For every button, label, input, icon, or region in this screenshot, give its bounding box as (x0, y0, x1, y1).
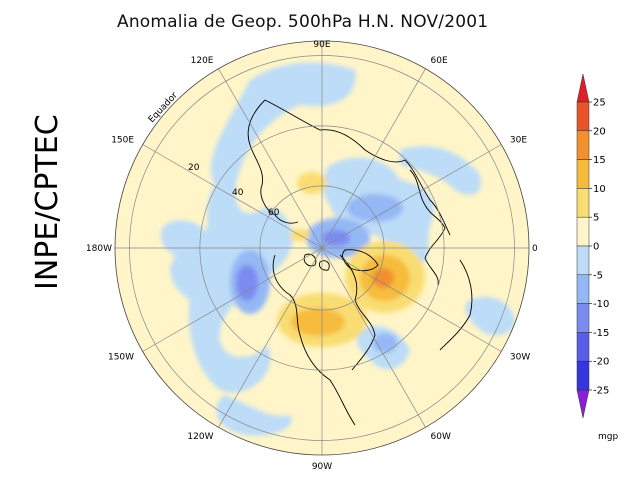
colorbar-tick-label: 15 (593, 155, 606, 166)
map-title: Anomalia de Geop. 500hPa H.N. NOV/2001 (117, 12, 489, 32)
meridian-line (321, 144, 502, 249)
longitude-label: 30E (510, 136, 527, 146)
colorbar-segment (576, 130, 590, 160)
colorbar-tick-label: 25 (593, 98, 606, 109)
longitude-label: 90W (312, 462, 332, 472)
negative-anomaly-pacific-strong (236, 265, 258, 301)
coastline-asia-east (247, 99, 299, 224)
coastline-africa (439, 259, 473, 351)
colorbar-tick-label: -20 (593, 357, 609, 368)
colorbar-tick-label: 10 (593, 184, 606, 195)
latitude-label: 60 (268, 208, 280, 218)
colorbar: 25 20 15 10 5 0 -5 -10 -15 -20 -25 (576, 73, 609, 419)
colorbar-tick-label: -15 (593, 328, 609, 339)
positive-anomaly-siberia (297, 172, 327, 194)
longitude-label: 60E (431, 56, 448, 66)
longitude-label: 90E (313, 40, 330, 50)
longitude-label: 150W (108, 353, 134, 363)
negative-anomaly-east-rim (465, 296, 515, 336)
colorbar-segment (576, 360, 590, 391)
positive-anomaly-america-mid (291, 308, 345, 336)
longitude-label: 120W (187, 432, 213, 442)
colorbar-tick-label: 20 (593, 126, 606, 137)
longitude-label: 180W (86, 244, 112, 254)
longitude-label: 60W (431, 432, 451, 442)
negative-anomaly-pole-strong (322, 230, 350, 246)
negative-anomaly-south (216, 395, 292, 436)
coastline-north-america-east (339, 254, 376, 371)
longitude-label: 0 (532, 244, 538, 254)
coastline-greenland (342, 249, 379, 272)
coastlines (247, 99, 473, 426)
positive-anomaly-atlantic-core (372, 268, 394, 288)
latitude-label: 20 (188, 163, 200, 173)
meridian-line (321, 247, 502, 352)
colorbar-segment (576, 159, 590, 189)
colorbar-tick-label: -5 (593, 270, 603, 281)
meridian-line (142, 144, 323, 249)
coastline-europe (409, 169, 446, 286)
colorbar-segment (576, 101, 590, 132)
graticule (115, 41, 529, 455)
coastline-asia-north (264, 99, 451, 236)
meridian-line (218, 68, 323, 249)
map-border (114, 40, 530, 456)
colorbar-top-arrow (576, 73, 590, 103)
longitude-label: 30W (510, 353, 530, 363)
colorbar-segment (576, 216, 590, 247)
meridian-line (218, 247, 323, 428)
colorbar-segment (576, 332, 590, 362)
colorbar-segment (576, 303, 590, 333)
longitude-label: 150E (111, 136, 134, 146)
negative-anomaly-atlantic-core (373, 333, 397, 353)
colorbar-bottom-arrow (576, 389, 590, 419)
latitude-label: 40 (232, 188, 244, 198)
meridian-line (142, 247, 323, 352)
colorbar-segment (576, 245, 590, 276)
colorbar-segment (576, 188, 590, 218)
latitude-labels: 20 40 60 (188, 163, 280, 218)
colorbar-segment (576, 274, 590, 304)
negative-anomaly-north-asia-core (347, 194, 403, 222)
colorbar-tick-label: 0 (593, 242, 599, 253)
colorbar-tick-label: 5 (593, 213, 599, 224)
meridian-line (321, 68, 426, 249)
meridian-line (321, 247, 426, 428)
longitude-label: 120E (191, 56, 214, 66)
negative-anomaly-east-pacific (400, 146, 481, 195)
colorbar-tick-label: -10 (593, 299, 609, 310)
colorbar-tick-label: -25 (593, 386, 609, 397)
colorbar-unit: mgp (598, 432, 619, 442)
longitude-labels: 90E 60E 30E 0 30W 60W 90W 120W 150W 180W 150E 120E (86, 40, 538, 472)
coastline-north-america-west (272, 254, 356, 426)
